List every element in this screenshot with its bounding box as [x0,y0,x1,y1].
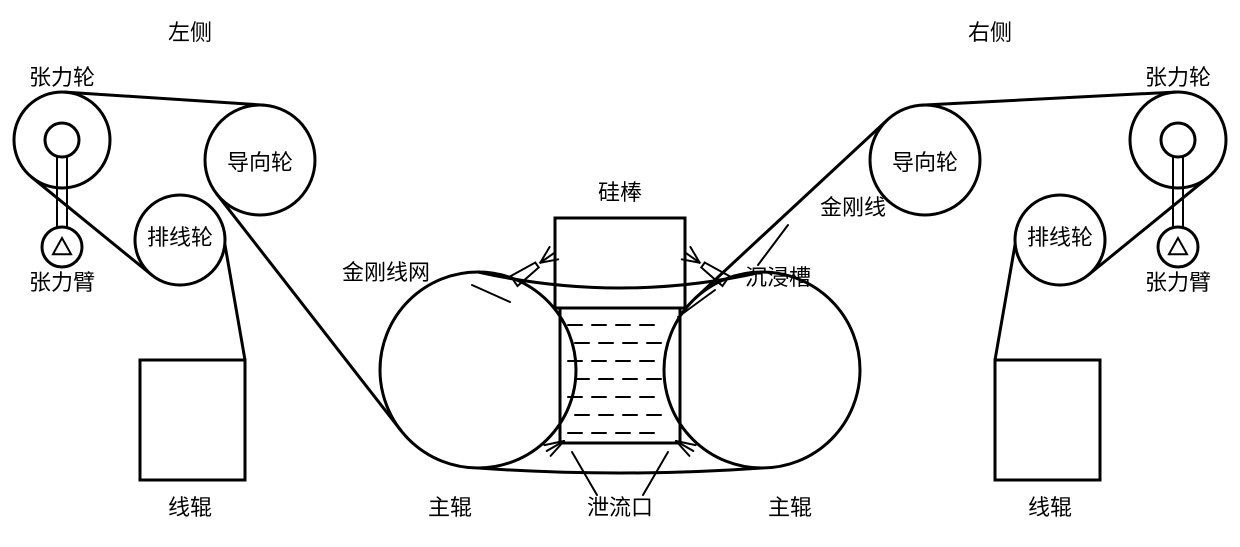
drain-label: 泄流口 [587,495,653,520]
line-roll-left [140,360,245,480]
right_side-label: 右侧 [968,20,1012,45]
silicon_rod-label: 硅棒 [598,180,642,205]
tension_wheel_L-label: 张力轮 [29,65,95,90]
tension_wheel_R-label: 张力轮 [1145,65,1211,90]
main_roll_R-label: 主辊 [768,495,812,520]
main_roll_L-label: 主辊 [428,495,472,520]
diamond_wire-label: 金刚线 [820,195,886,220]
tension_arm_R-label: 张力臂 [1145,270,1211,295]
line-roll-right [995,360,1100,480]
left_side-label: 左侧 [168,20,212,45]
main-roll-left [380,272,576,468]
main-roll-right [664,272,860,468]
spool_wheel_L-label: 排线轮 [147,225,213,250]
line_roll_L-label: 线辊 [168,495,212,520]
silicon-rod [555,218,685,308]
guide_wheel_L-label: 导向轮 [227,150,293,175]
wire_net-label: 金刚线网 [342,260,430,285]
tension_arm_L-label: 张力臂 [29,270,95,295]
line_roll_R-label: 线辊 [1028,495,1072,520]
guide_wheel_R-label: 导向轮 [892,150,958,175]
immersion_tank-label: 沉浸槽 [745,265,811,290]
spool_wheel_R-label: 排线轮 [1027,225,1093,250]
